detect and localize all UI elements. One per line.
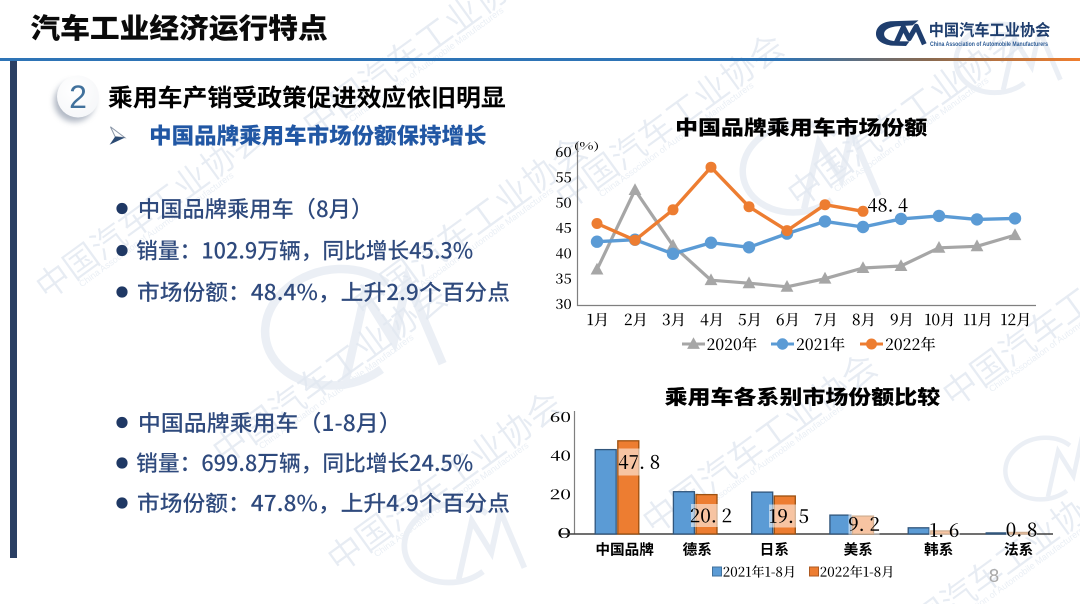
svg-text:China Association of Automobil: China Association of Automobile Manufact… [77,170,236,289]
svg-text:2: 2 [69,79,87,115]
svg-text:China Association of Automobil: China Association of Automobile Manufact… [597,80,756,199]
svg-text:China Association of Automobil: China Association of Automobile Manufact… [257,332,416,451]
svg-text:China Association of Automobil: China Association of Automobile Manufact… [987,275,1080,394]
svg-text:8: 8 [989,565,999,586]
svg-text:China Association of Automobil: China Association of Automobile Manufact… [397,185,556,304]
svg-text:China Association of Automobil: China Association of Automobile Manufact… [930,41,1048,48]
